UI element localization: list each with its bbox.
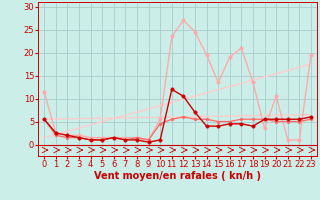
X-axis label: Vent moyen/en rafales ( kn/h ): Vent moyen/en rafales ( kn/h ) [94, 171, 261, 181]
